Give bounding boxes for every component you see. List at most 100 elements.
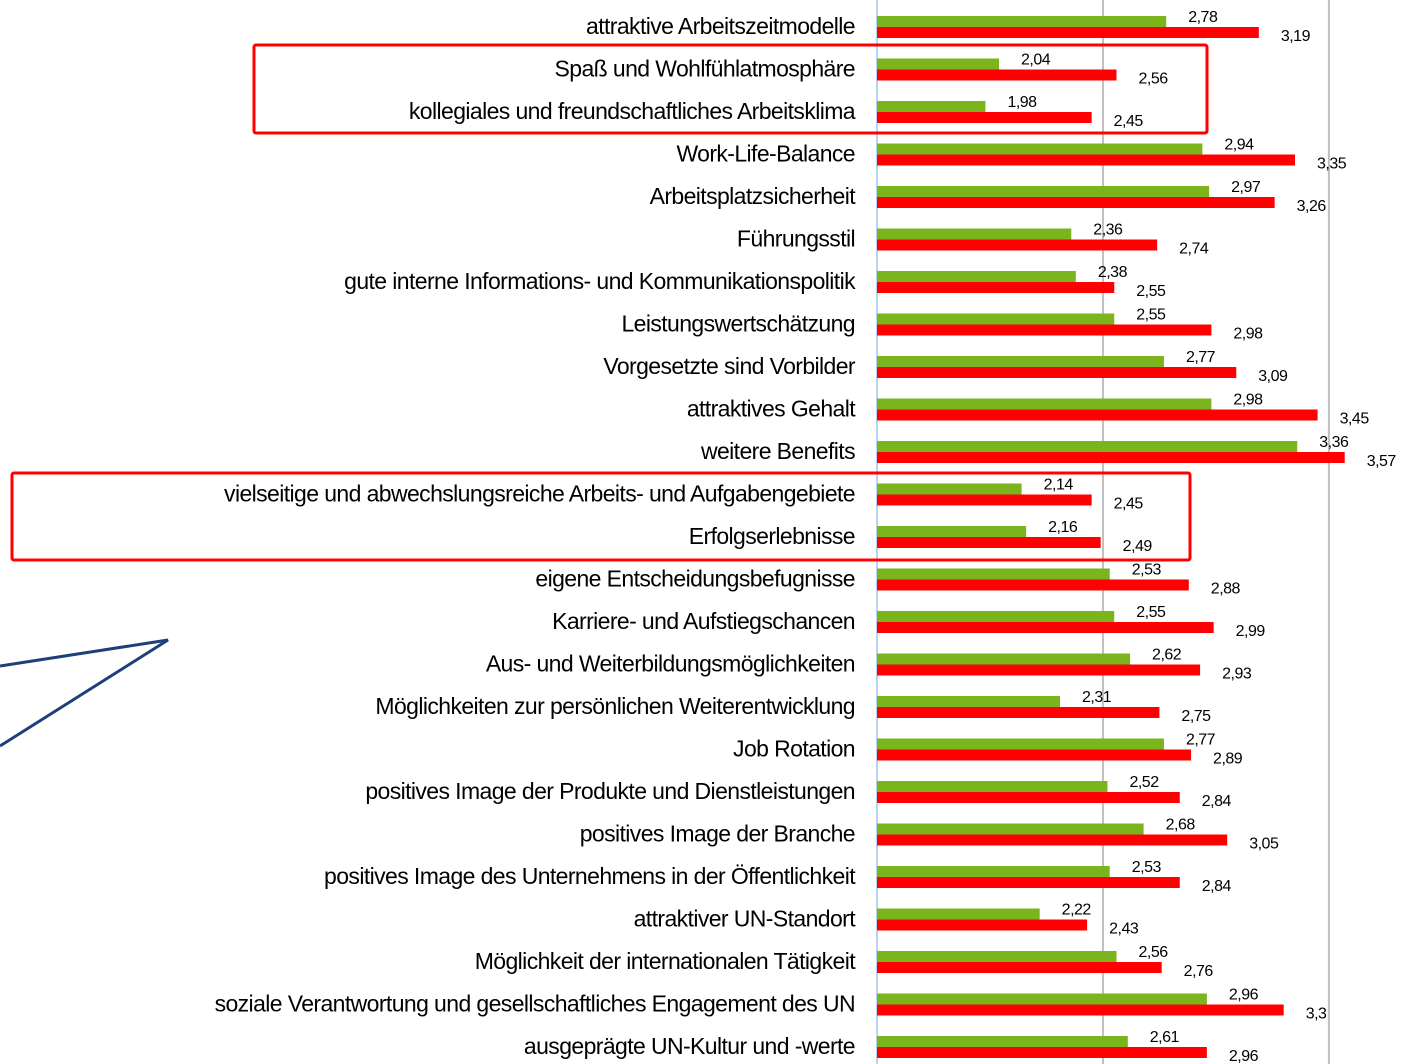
bar (877, 611, 1115, 622)
bar (877, 908, 1040, 920)
value-label: 2,68 (1166, 817, 1196, 834)
highlight-box (252, 43, 1209, 135)
y-tick-label: Möglichkeit der internationalen Tätigkei… (475, 948, 856, 974)
y-tick-label: Spaß und Wohlfühlatmosphäre (555, 56, 855, 82)
y-tick-label: vielseitige und abwechslungsreiche Arbei… (224, 481, 855, 507)
y-tick-label: attraktive Arbeitszeitmodelle (586, 13, 855, 39)
bar (877, 271, 1076, 282)
value-label: 3,3 (1306, 1006, 1327, 1023)
value-label: 2,55 (1136, 283, 1166, 300)
value-label: 3,26 (1297, 198, 1327, 215)
bar (877, 622, 1214, 633)
bar (877, 197, 1275, 208)
value-label: 2,62 (1152, 647, 1182, 664)
bar (877, 579, 1189, 591)
value-label: 2,38 (1098, 264, 1128, 281)
value-label: 3,45 (1340, 411, 1370, 428)
value-label: 2,31 (1082, 689, 1112, 706)
bar (877, 823, 1144, 835)
value-label: 2,22 (1062, 902, 1092, 919)
y-tick-label: Aus- und Weiterbildungsmöglichkeiten (486, 651, 855, 677)
value-label: 2,52 (1129, 774, 1159, 791)
value-label: 2,77 (1186, 732, 1216, 749)
y-tick-label: ausgeprägte UN-Kultur und -werte (524, 1033, 855, 1059)
bar (877, 27, 1259, 38)
value-label: 2,45 (1114, 496, 1144, 513)
y-tick-label: eigene Entscheidungsbefugnisse (535, 566, 855, 592)
y-tick-label: soziale Verantwortung und gesellschaftli… (215, 991, 855, 1017)
value-label: 2,56 (1138, 71, 1168, 88)
bar (877, 441, 1298, 452)
bar (877, 101, 986, 112)
bar (877, 951, 1117, 962)
value-label: 2,36 (1093, 222, 1123, 239)
value-label: 3,09 (1258, 368, 1288, 385)
value-label: 2,45 (1114, 113, 1144, 130)
y-tick-label: positives Image der Branche (580, 821, 855, 847)
y-tick-label: kollegiales und freundschaftliches Arbei… (409, 98, 856, 124)
y-tick-label: gute interne Informations- und Kommunika… (344, 268, 856, 294)
value-label: 2,14 (1044, 477, 1074, 494)
y-tick-label: attraktiver UN-Standort (634, 906, 857, 932)
highlight-box (10, 471, 1192, 562)
value-label: 2,61 (1150, 1029, 1180, 1046)
value-label: 2,74 (1179, 241, 1209, 258)
y-tick-label: Leistungswertschätzung (621, 311, 855, 337)
value-label: 2,84 (1202, 793, 1232, 810)
bar (877, 356, 1164, 367)
value-label: 2,55 (1136, 307, 1166, 324)
y-tick-label: Arbeitsplatzsicherheit (650, 183, 857, 209)
value-label: 2,78 (1188, 9, 1218, 26)
bar (877, 664, 1201, 676)
bar (877, 186, 1210, 197)
bar (877, 1047, 1207, 1058)
bar (877, 228, 1072, 240)
value-label: 2,76 (1184, 963, 1214, 980)
bar (877, 239, 1158, 251)
bar (877, 282, 1115, 293)
y-tick-label: Führungsstil (737, 226, 855, 252)
value-label: 2,97 (1231, 179, 1261, 196)
bar (877, 834, 1228, 846)
value-label: 2,53 (1132, 859, 1162, 876)
bar (877, 313, 1115, 325)
value-label: 2,98 (1233, 326, 1263, 343)
bar (877, 324, 1212, 336)
bar (877, 749, 1192, 761)
value-label: 2,49 (1123, 538, 1153, 555)
bar (877, 1004, 1284, 1016)
value-label: 2,99 (1236, 623, 1266, 640)
bar (877, 494, 1092, 506)
bar (877, 707, 1160, 718)
value-label: 2,16 (1048, 519, 1078, 536)
bar (877, 483, 1022, 495)
bar (877, 112, 1092, 123)
y-tick-label: Work-Life-Balance (676, 141, 855, 167)
value-label: 2,96 (1229, 1048, 1259, 1064)
value-label: 2,89 (1213, 751, 1243, 768)
y-tick-label: Vorgesetzte sind Vorbilder (603, 353, 856, 379)
value-label: 3,36 (1319, 434, 1349, 451)
y-tick-label: attraktives Gehalt (687, 396, 856, 422)
bar (877, 877, 1180, 888)
value-label: 3,19 (1281, 28, 1311, 45)
bar (877, 537, 1101, 548)
bar (877, 866, 1110, 877)
bar (877, 696, 1061, 707)
bar (877, 1036, 1128, 1047)
value-label: 2,04 (1021, 52, 1051, 69)
value-label: 2,77 (1186, 349, 1216, 366)
bar (877, 653, 1131, 665)
y-tick-label: Karriere- und Aufstiegschancen (552, 608, 855, 634)
bar (877, 409, 1318, 421)
bar (877, 154, 1295, 166)
y-tick-label: Möglichkeiten zur persönlichen Weiterent… (375, 693, 855, 719)
y-tick-label: Job Rotation (733, 736, 855, 762)
bar (877, 526, 1027, 537)
value-label: 1,98 (1007, 94, 1037, 111)
value-label: 3,05 (1249, 836, 1279, 853)
value-label: 2,94 (1224, 137, 1254, 154)
bar (877, 143, 1203, 155)
bar (877, 398, 1212, 410)
